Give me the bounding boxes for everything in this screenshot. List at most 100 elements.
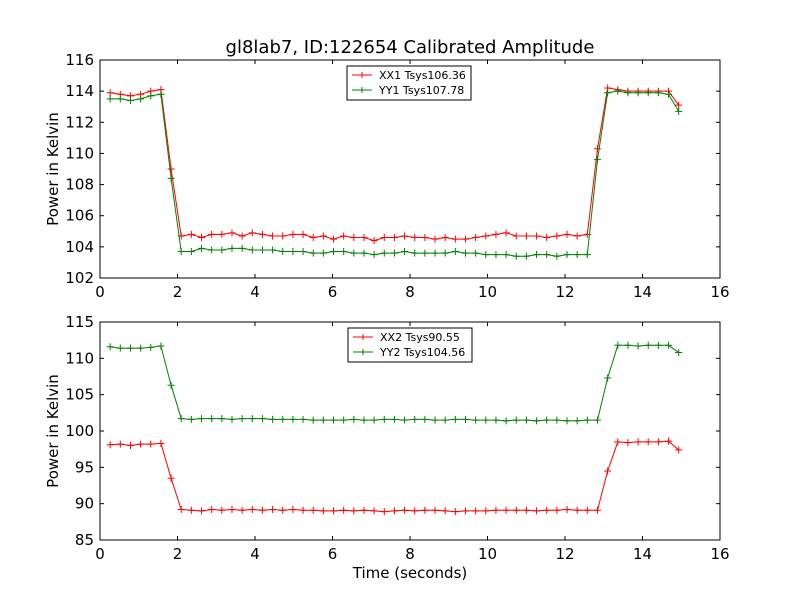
data-point bbox=[198, 234, 206, 242]
legend-label: XX1 Tsys106.36 bbox=[379, 69, 466, 82]
y-tick-label: 85 bbox=[75, 531, 94, 549]
data-point bbox=[279, 506, 287, 514]
data-point bbox=[319, 249, 327, 257]
data-point bbox=[421, 249, 429, 257]
data-point bbox=[441, 249, 449, 257]
data-point bbox=[411, 249, 419, 257]
data-point bbox=[228, 229, 236, 237]
chart-title: gl8lab7, ID:122654 Calibrated Amplitude bbox=[226, 37, 595, 58]
data-point bbox=[512, 252, 520, 260]
data-point bbox=[604, 467, 612, 475]
data-point bbox=[258, 415, 266, 423]
data-point bbox=[665, 90, 673, 98]
data-point bbox=[461, 415, 469, 423]
data-point bbox=[299, 415, 307, 423]
plot-panel-2: 0 2 4 6 8 10 12 14 16 85 90 95 100 105 110 115 Power in … bbox=[44, 313, 730, 563]
data-point bbox=[390, 507, 398, 515]
data-point bbox=[573, 417, 581, 425]
data-point bbox=[522, 416, 530, 424]
data-point bbox=[370, 237, 378, 245]
data-point bbox=[441, 234, 449, 242]
data-point bbox=[634, 89, 642, 97]
legend-label: YY2 Tsys104.56 bbox=[379, 346, 465, 359]
data-point bbox=[522, 252, 530, 260]
data-point bbox=[157, 342, 165, 350]
data-point bbox=[299, 248, 307, 256]
data-point bbox=[563, 417, 571, 425]
data-point bbox=[431, 249, 439, 257]
data-point bbox=[238, 244, 246, 252]
data-point bbox=[208, 230, 216, 238]
data-point bbox=[644, 89, 652, 97]
x-axis-label: Time (seconds) bbox=[352, 564, 468, 582]
data-point bbox=[340, 232, 348, 240]
y-tick-label: 100 bbox=[65, 422, 94, 440]
data-point bbox=[431, 416, 439, 424]
x-tick-label: 0 bbox=[95, 283, 105, 301]
data-point bbox=[411, 234, 419, 242]
data-point bbox=[451, 415, 459, 423]
data-point bbox=[614, 87, 622, 95]
legend-marker bbox=[360, 349, 366, 355]
data-point bbox=[411, 507, 419, 515]
data-point bbox=[401, 232, 409, 240]
data-point bbox=[583, 506, 591, 514]
data-point bbox=[289, 415, 297, 423]
y-tick-label: 106 bbox=[65, 207, 94, 225]
series-2 bbox=[106, 87, 683, 260]
data-point bbox=[563, 251, 571, 259]
data-point bbox=[137, 95, 145, 103]
data-point bbox=[309, 416, 317, 424]
data-point bbox=[157, 439, 165, 447]
data-point bbox=[126, 344, 134, 352]
data-point bbox=[106, 95, 114, 103]
data-point bbox=[279, 248, 287, 256]
data-point bbox=[461, 235, 469, 243]
data-point bbox=[573, 506, 581, 514]
data-point bbox=[563, 505, 571, 513]
data-point bbox=[624, 341, 632, 349]
data-point bbox=[401, 248, 409, 256]
data-point bbox=[624, 89, 632, 97]
data-point bbox=[492, 416, 500, 424]
data-point bbox=[187, 248, 195, 256]
data-point bbox=[522, 232, 530, 240]
y-tick-label: 114 bbox=[65, 82, 94, 100]
series-2 bbox=[106, 341, 683, 425]
data-point bbox=[451, 235, 459, 243]
data-point bbox=[228, 244, 236, 252]
data-point bbox=[472, 416, 480, 424]
data-point bbox=[593, 145, 601, 153]
x-tick-label: 2 bbox=[173, 545, 183, 563]
data-point bbox=[604, 89, 612, 97]
data-point bbox=[167, 381, 175, 389]
data-point bbox=[147, 343, 155, 351]
x-tick-label: 16 bbox=[710, 545, 729, 563]
data-point bbox=[248, 229, 256, 237]
x-tick-label: 2 bbox=[173, 283, 183, 301]
data-point bbox=[665, 341, 673, 349]
data-point bbox=[573, 251, 581, 259]
data-point bbox=[319, 416, 327, 424]
data-point bbox=[106, 441, 114, 449]
data-point bbox=[512, 506, 520, 514]
data-point bbox=[177, 505, 185, 513]
data-point bbox=[116, 344, 124, 352]
x-tick-label: 4 bbox=[250, 545, 260, 563]
data-point bbox=[675, 349, 683, 357]
data-point bbox=[583, 251, 591, 259]
x-tick-label: 12 bbox=[555, 283, 574, 301]
y-tick-label: 115 bbox=[65, 313, 94, 331]
data-point bbox=[340, 416, 348, 424]
data-point bbox=[553, 252, 561, 260]
data-point bbox=[675, 101, 683, 109]
data-point bbox=[126, 442, 134, 450]
data-point bbox=[533, 251, 541, 259]
data-point bbox=[258, 230, 266, 238]
data-point bbox=[390, 415, 398, 423]
y-tick-label: 90 bbox=[75, 495, 94, 513]
data-point bbox=[380, 249, 388, 257]
data-point bbox=[431, 506, 439, 514]
data-point bbox=[137, 440, 145, 448]
data-point bbox=[573, 232, 581, 240]
